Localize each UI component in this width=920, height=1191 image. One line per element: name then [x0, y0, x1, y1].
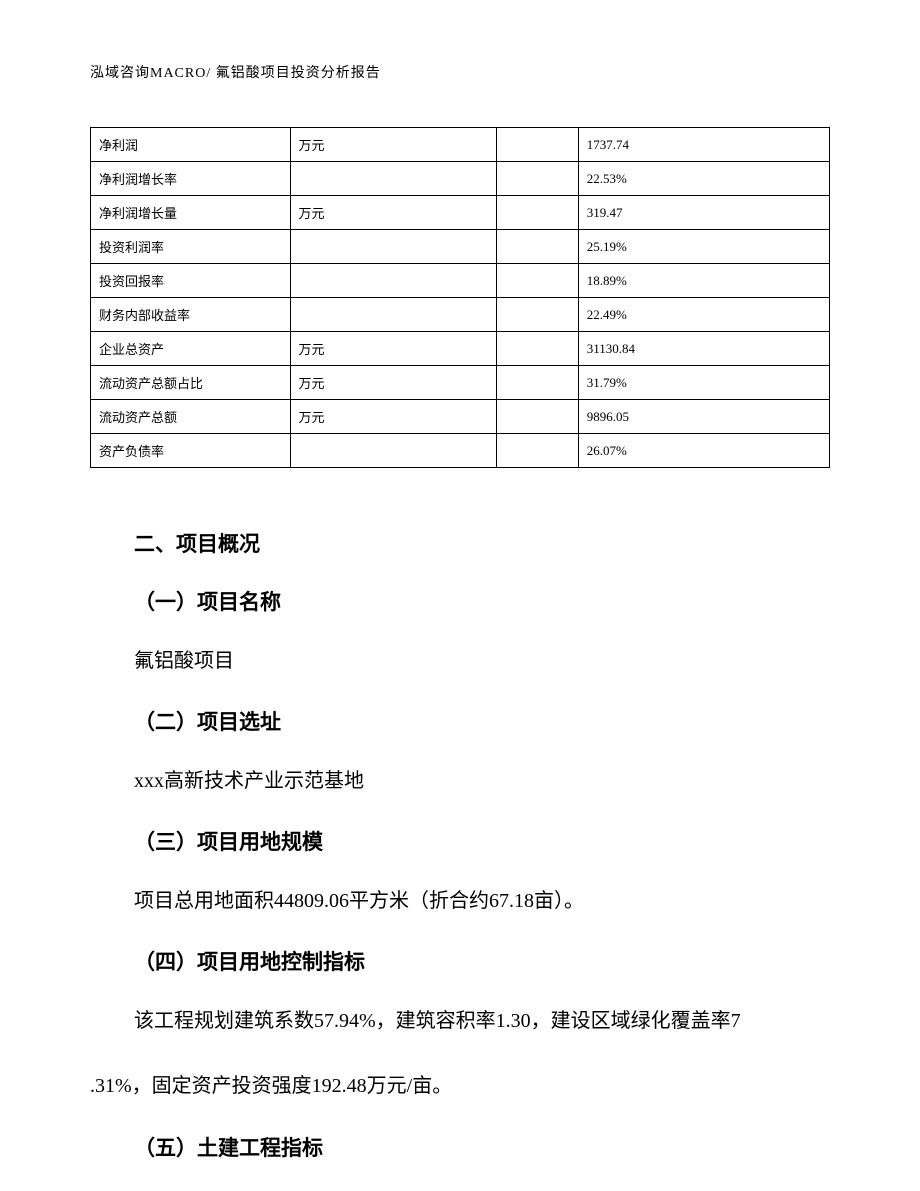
table-row: 投资回报率 18.89% [91, 264, 830, 298]
financial-table: 净利润 万元 1737.74 净利润增长率 22.53% 净利润增长量 万元 3… [90, 127, 830, 468]
cell-value: 319.47 [578, 196, 829, 230]
cell-blank [497, 264, 578, 298]
cell-blank [497, 298, 578, 332]
cell-value: 31130.84 [578, 332, 829, 366]
cell-blank [497, 196, 578, 230]
cell-value: 22.53% [578, 162, 829, 196]
header-text: 泓域咨询MACRO/ 氟铝酸项目投资分析报告 [90, 66, 381, 81]
cell-value: 22.49% [578, 298, 829, 332]
cell-unit [290, 298, 497, 332]
body-text: 氟铝酸项目 [134, 642, 830, 680]
body-text: 该工程规划建筑系数57.94%，建筑容积率1.30，建设区域绿化覆盖率7 [134, 1002, 830, 1040]
cell-label: 净利润增长量 [91, 196, 291, 230]
cell-label: 流动资产总额 [91, 400, 291, 434]
subsection-title: （五）土建工程指标 [134, 1132, 830, 1162]
subsection-title: （三）项目用地规模 [134, 826, 830, 856]
content-section: 二、项目概况 （一）项目名称 氟铝酸项目 （二）项目选址 xxx高新技术产业示范… [90, 528, 830, 1162]
cell-unit [290, 264, 497, 298]
cell-blank [497, 230, 578, 264]
body-text: 项目总用地面积44809.06平方米（折合约67.18亩）。 [134, 882, 830, 920]
table-row: 净利润增长率 22.53% [91, 162, 830, 196]
body-text: .31%，固定资产投资强度192.48万元/亩。 [90, 1066, 830, 1106]
cell-label: 投资利润率 [91, 230, 291, 264]
subsection-title: （四）项目用地控制指标 [134, 946, 830, 976]
body-text: xxx高新技术产业示范基地 [134, 762, 830, 800]
cell-unit: 万元 [290, 196, 497, 230]
cell-label: 财务内部收益率 [91, 298, 291, 332]
table-row: 净利润增长量 万元 319.47 [91, 196, 830, 230]
cell-blank [497, 162, 578, 196]
cell-blank [497, 366, 578, 400]
cell-unit: 万元 [290, 332, 497, 366]
cell-value: 1737.74 [578, 128, 829, 162]
table-row: 净利润 万元 1737.74 [91, 128, 830, 162]
cell-unit: 万元 [290, 400, 497, 434]
text-line: .31%，固定资产投资强度192.48万元/亩。 [90, 1075, 452, 1097]
cell-unit [290, 434, 497, 468]
subsection-title: （一）项目名称 [134, 586, 830, 616]
cell-blank [497, 434, 578, 468]
cell-label: 净利润增长率 [91, 162, 291, 196]
cell-label: 流动资产总额占比 [91, 366, 291, 400]
cell-label: 资产负债率 [91, 434, 291, 468]
cell-label: 投资回报率 [91, 264, 291, 298]
table-row: 财务内部收益率 22.49% [91, 298, 830, 332]
cell-value: 31.79% [578, 366, 829, 400]
cell-unit: 万元 [290, 366, 497, 400]
cell-value: 18.89% [578, 264, 829, 298]
cell-blank [497, 128, 578, 162]
text-line: 该工程规划建筑系数57.94%，建筑容积率1.30，建设区域绿化覆盖率7 [134, 1010, 741, 1032]
table-row: 投资利润率 25.19% [91, 230, 830, 264]
subsection-title: （二）项目选址 [134, 706, 830, 736]
cell-value: 26.07% [578, 434, 829, 468]
table-row: 流动资产总额 万元 9896.05 [91, 400, 830, 434]
table-row: 流动资产总额占比 万元 31.79% [91, 366, 830, 400]
cell-blank [497, 400, 578, 434]
table-body: 净利润 万元 1737.74 净利润增长率 22.53% 净利润增长量 万元 3… [91, 128, 830, 468]
cell-label: 企业总资产 [91, 332, 291, 366]
cell-value: 9896.05 [578, 400, 829, 434]
table-row: 资产负债率 26.07% [91, 434, 830, 468]
table-row: 企业总资产 万元 31130.84 [91, 332, 830, 366]
cell-unit [290, 230, 497, 264]
cell-label: 净利润 [91, 128, 291, 162]
section-title: 二、项目概况 [134, 528, 830, 558]
cell-value: 25.19% [578, 230, 829, 264]
cell-unit: 万元 [290, 128, 497, 162]
page-header: 泓域咨询MACRO/ 氟铝酸项目投资分析报告 [90, 62, 830, 82]
cell-blank [497, 332, 578, 366]
cell-unit [290, 162, 497, 196]
